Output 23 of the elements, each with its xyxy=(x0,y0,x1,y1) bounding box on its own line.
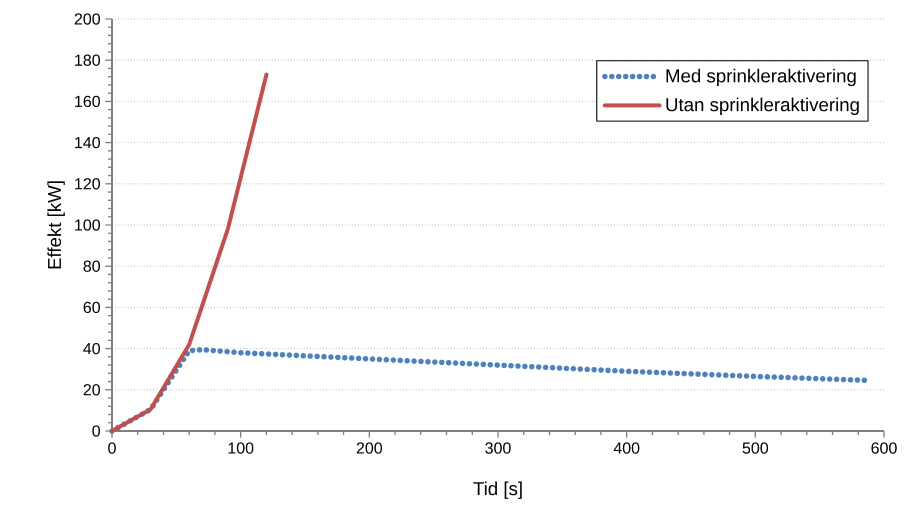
line-series xyxy=(110,72,268,433)
y-tick-label: 60 xyxy=(84,302,100,314)
x-axis-title: Tid [s] xyxy=(473,482,522,499)
y-tick-label: 80 xyxy=(84,260,100,272)
y-tick-label: 20 xyxy=(84,384,100,396)
y-tick-label: 160 xyxy=(75,96,100,108)
y-tick-label: 180 xyxy=(75,54,100,66)
x-tick-label: 300 xyxy=(485,442,511,454)
y-tick-label: 200 xyxy=(74,13,100,25)
legend-label: Utan sprinkleraktivering xyxy=(666,98,859,115)
y-tick-label: 120 xyxy=(75,178,100,190)
x-tick-label: 600 xyxy=(871,442,897,454)
x-tick-label: 500 xyxy=(742,442,768,454)
x-tick-label: 100 xyxy=(228,442,254,454)
y-tick-label: 0 xyxy=(92,425,100,437)
x-tick-label: 200 xyxy=(356,442,382,454)
legend-label: Med sprinkleraktivering xyxy=(666,68,856,86)
y-axis-title: Effekt [kW] xyxy=(47,181,65,268)
y-tick-label: 100 xyxy=(75,219,100,231)
y-tick-label: 40 xyxy=(83,342,100,354)
x-tick-label: 400 xyxy=(614,442,640,454)
x-tick-label: 0 xyxy=(108,442,116,454)
y-tick-label: 140 xyxy=(75,136,100,148)
